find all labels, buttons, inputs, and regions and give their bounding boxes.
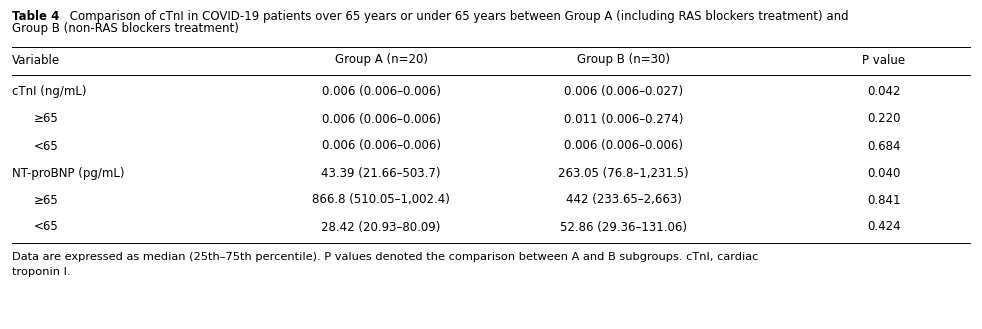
Text: Group B (non-RAS blockers treatment): Group B (non-RAS blockers treatment) — [12, 22, 239, 35]
Text: 0.006 (0.006–0.006): 0.006 (0.006–0.006) — [321, 139, 441, 153]
Text: 52.86 (29.36–131.06): 52.86 (29.36–131.06) — [560, 220, 687, 234]
Text: 0.684: 0.684 — [867, 139, 900, 153]
Text: 263.05 (76.8–1,231.5): 263.05 (76.8–1,231.5) — [558, 166, 689, 180]
Text: 0.841: 0.841 — [867, 193, 900, 207]
Text: Variable: Variable — [12, 54, 60, 66]
Text: 442 (233.65–2,663): 442 (233.65–2,663) — [566, 193, 682, 207]
Text: 0.006 (0.006–0.006): 0.006 (0.006–0.006) — [564, 139, 683, 153]
Text: 28.42 (20.93–80.09): 28.42 (20.93–80.09) — [321, 220, 441, 234]
Text: 43.39 (21.66–503.7): 43.39 (21.66–503.7) — [321, 166, 441, 180]
Text: P value: P value — [862, 54, 905, 66]
Text: NT-proBNP (pg/mL): NT-proBNP (pg/mL) — [12, 166, 125, 180]
Text: 0.006 (0.006–0.027): 0.006 (0.006–0.027) — [564, 86, 683, 98]
Text: 866.8 (510.05–1,002.4): 866.8 (510.05–1,002.4) — [312, 193, 450, 207]
Text: troponin I.: troponin I. — [12, 267, 71, 277]
Text: Comparison of cTnI in COVID-19 patients over 65 years or under 65 years between : Comparison of cTnI in COVID-19 patients … — [66, 10, 848, 23]
Text: 0.006 (0.006–0.006): 0.006 (0.006–0.006) — [321, 113, 441, 125]
Text: cTnI (ng/mL): cTnI (ng/mL) — [12, 86, 86, 98]
Text: ≥65: ≥65 — [33, 113, 58, 125]
Text: 0.006 (0.006–0.006): 0.006 (0.006–0.006) — [321, 86, 441, 98]
Text: Data are expressed as median (25th–75th percentile). P values denoted the compar: Data are expressed as median (25th–75th … — [12, 252, 758, 262]
Text: 0.011 (0.006–0.274): 0.011 (0.006–0.274) — [564, 113, 683, 125]
Text: 0.040: 0.040 — [867, 166, 900, 180]
Text: Group A (n=20): Group A (n=20) — [335, 54, 427, 66]
Text: 0.424: 0.424 — [867, 220, 900, 234]
Text: 0.042: 0.042 — [867, 86, 900, 98]
Text: <65: <65 — [33, 220, 58, 234]
Text: 0.220: 0.220 — [867, 113, 900, 125]
Text: Table 4: Table 4 — [12, 10, 59, 23]
Text: ≥65: ≥65 — [33, 193, 58, 207]
Text: <65: <65 — [33, 139, 58, 153]
Text: Group B (n=30): Group B (n=30) — [577, 54, 670, 66]
